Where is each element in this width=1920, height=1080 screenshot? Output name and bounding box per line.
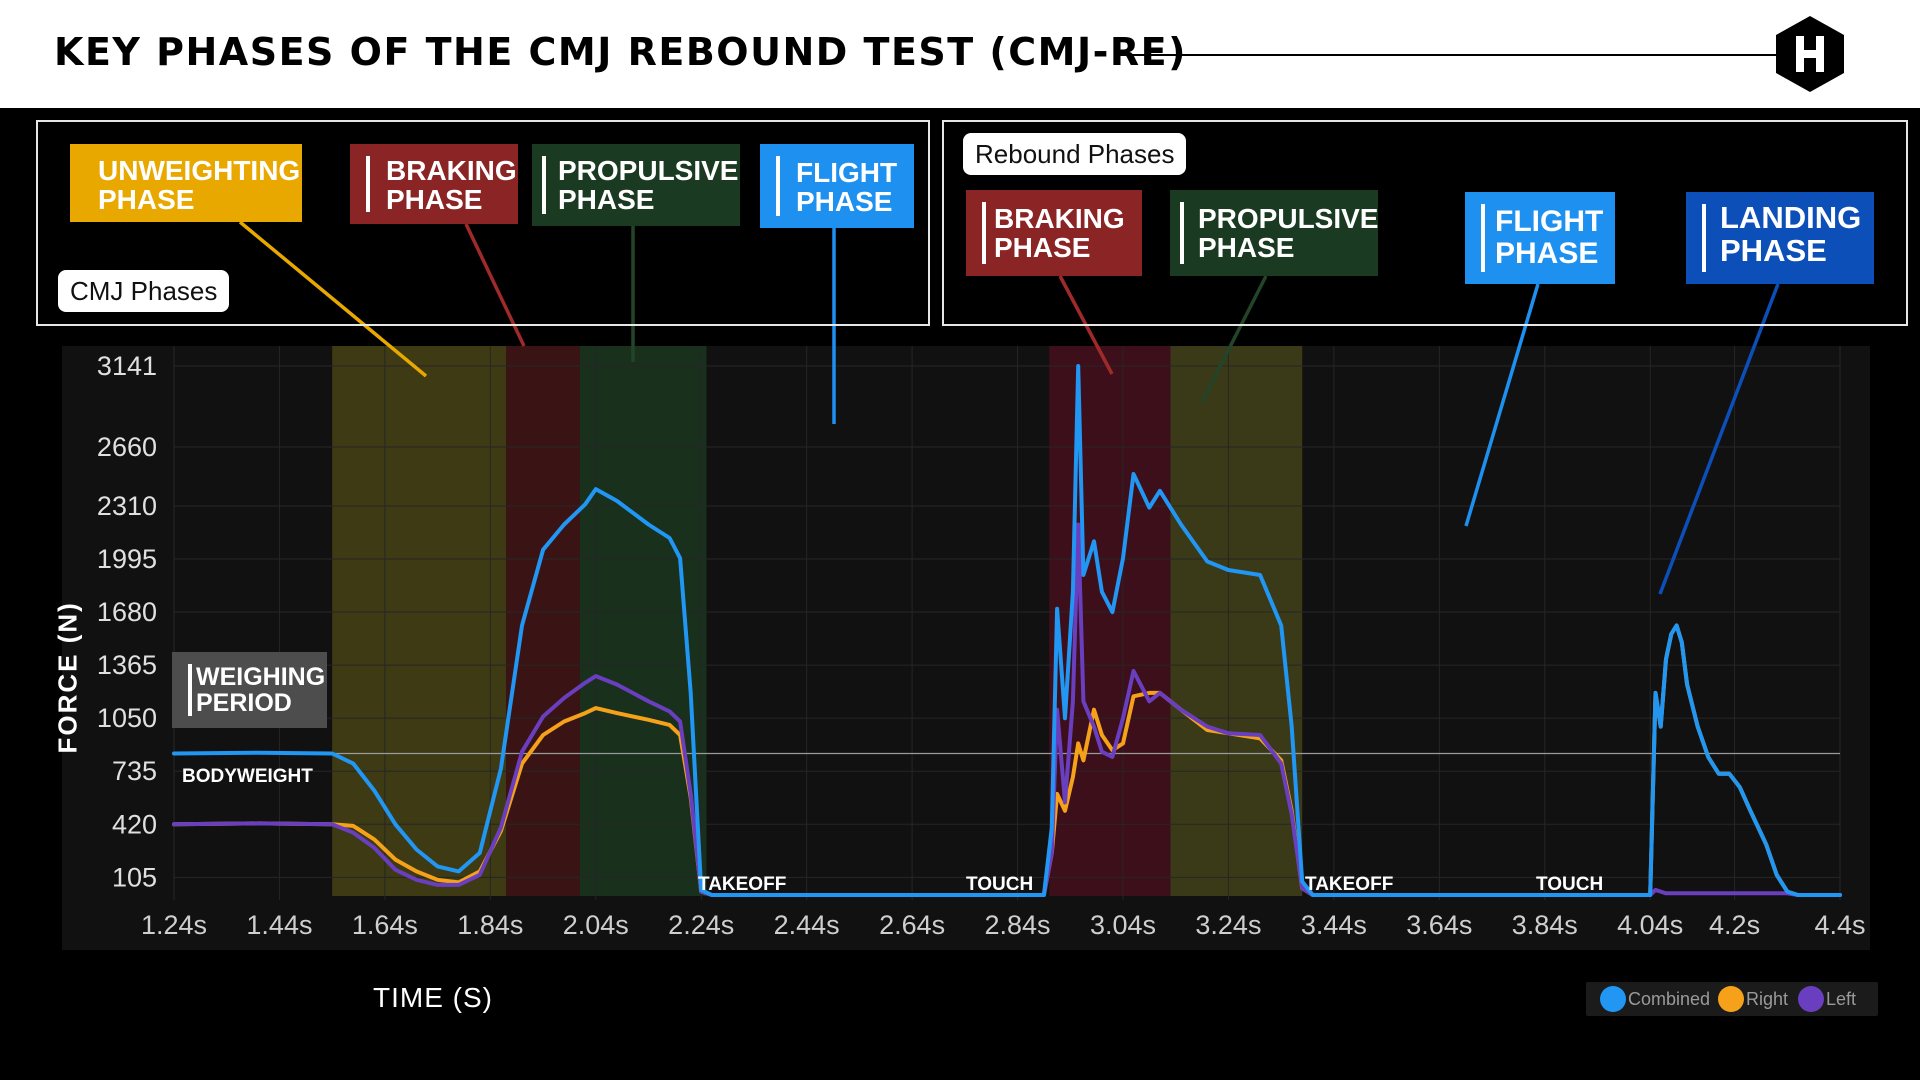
series-line-left — [172, 522, 1842, 897]
x-tick-label: 4.2s — [1709, 910, 1760, 940]
leader-rebound-landing — [1658, 283, 1780, 595]
band-rebound-braking — [1049, 346, 1171, 896]
x-tick-labels: 1.24s 1.44s 1.64s 1.84s 2.04s 2.24s 2.44s 2.64s… — [141, 910, 1866, 940]
legend-item-left: Left — [1798, 982, 1856, 1016]
hexagon-logo-icon — [1776, 16, 1844, 92]
x-tick-label: 2.44s — [774, 910, 840, 940]
x-tick-label: 4.04s — [1617, 910, 1683, 940]
rebound-phases-panel — [942, 120, 1908, 326]
x-tick-label: 1.24s — [141, 910, 207, 940]
y-axis-title: FORCE (N) — [52, 601, 83, 754]
cmj-propulsive-label: PROPULSIVE PHASE — [532, 144, 740, 226]
takeoff-label-1: TAKEOFF — [698, 874, 787, 895]
y-tick-label: 1680 — [97, 597, 157, 627]
cmj-phases-pill: CMJ Phases — [58, 270, 230, 312]
legend-swatch-left — [1798, 986, 1824, 1012]
band-propulsive — [579, 346, 707, 896]
band-braking — [506, 346, 580, 896]
y-tick-label: 3141 — [97, 351, 157, 381]
title-divider — [1118, 54, 1778, 56]
y-tick-label: 1050 — [97, 703, 157, 733]
legend-label-right: Right — [1746, 988, 1789, 1009]
x-tick-label: 3.04s — [1090, 910, 1156, 940]
y-tick-label: 2660 — [97, 432, 157, 462]
rebound-braking-label: BRAKING PHASE — [966, 190, 1142, 276]
series-line-combined — [172, 364, 1842, 897]
touch-label-2: TOUCH — [1536, 874, 1604, 895]
y-tick-label: 420 — [112, 809, 157, 839]
legend-item-combined: Combined — [1600, 982, 1710, 1016]
leader-rebound-propulsive — [1200, 275, 1268, 403]
cmj-unweighting-label: UNWEIGHTING PHASE — [70, 144, 302, 222]
legend-swatch-right — [1718, 986, 1744, 1012]
y-tick-labels: 3141 2660 2310 1995 1680 1365 1050 735 420 105 — [97, 351, 157, 892]
phase-bands — [332, 346, 1303, 896]
y-tick-label: 1995 — [97, 544, 157, 574]
x-tick-label: 2.84s — [985, 910, 1051, 940]
y-tick-label: 105 — [112, 862, 157, 892]
legend-swatch-combined — [1600, 986, 1626, 1012]
takeoff-label-2: TAKEOFF — [1305, 874, 1394, 895]
grid-lines — [173, 346, 1841, 900]
x-tick-label: 1.64s — [352, 910, 418, 940]
rebound-propulsive-label: PROPULSIVE PHASE — [1170, 190, 1378, 276]
x-tick-label: 2.04s — [563, 910, 629, 940]
band-rebound-propulsive — [1170, 346, 1303, 896]
leader-unweighting — [238, 220, 428, 378]
x-tick-label: 1.44s — [246, 910, 312, 940]
cmj-flight-label: FLIGHT PHASE — [760, 144, 914, 228]
touch-label-1: TOUCH — [966, 874, 1034, 895]
x-tick-label: 3.84s — [1512, 910, 1578, 940]
cmj-phases-panel — [36, 120, 930, 326]
chart-legend: Combined Right Left — [1586, 982, 1878, 1016]
legend-label-combined: Combined — [1628, 988, 1711, 1009]
x-tick-label: 4.4s — [1814, 910, 1865, 940]
legend-item-right: Right — [1718, 982, 1788, 1016]
bodyweight-label: BODYWEIGHT — [182, 766, 313, 787]
x-tick-label: 3.24s — [1195, 910, 1261, 940]
y-tick-label: 1365 — [97, 650, 157, 680]
legend-label-left: Left — [1826, 988, 1857, 1009]
x-tick-label: 1.84s — [457, 910, 523, 940]
x-tick-label: 2.24s — [668, 910, 734, 940]
x-tick-label: 2.64s — [879, 910, 945, 940]
rebound-flight-label: FLIGHT PHASE — [1465, 192, 1615, 284]
header-bar: KEY PHASES OF THE CMJ REBOUND TEST (CMJ-… — [0, 0, 1920, 108]
x-axis-title: TIME (S) — [373, 982, 493, 1013]
series-lines — [172, 364, 1842, 897]
y-tick-label: 735 — [112, 756, 157, 786]
band-unweighting — [332, 346, 507, 896]
weighing-period-label: WEIGHING PERIOD — [172, 652, 327, 728]
rebound-landing-label: LANDING PHASE — [1686, 192, 1874, 284]
rebound-phases-pill: Rebound Phases — [963, 133, 1187, 175]
x-tick-label: 3.44s — [1301, 910, 1367, 940]
page-title: KEY PHASES OF THE CMJ REBOUND TEST (CMJ-… — [54, 30, 1187, 74]
y-tick-label: 2310 — [97, 491, 157, 521]
cmj-braking-label: BRAKING PHASE — [350, 144, 518, 224]
x-tick-label: 3.64s — [1406, 910, 1472, 940]
